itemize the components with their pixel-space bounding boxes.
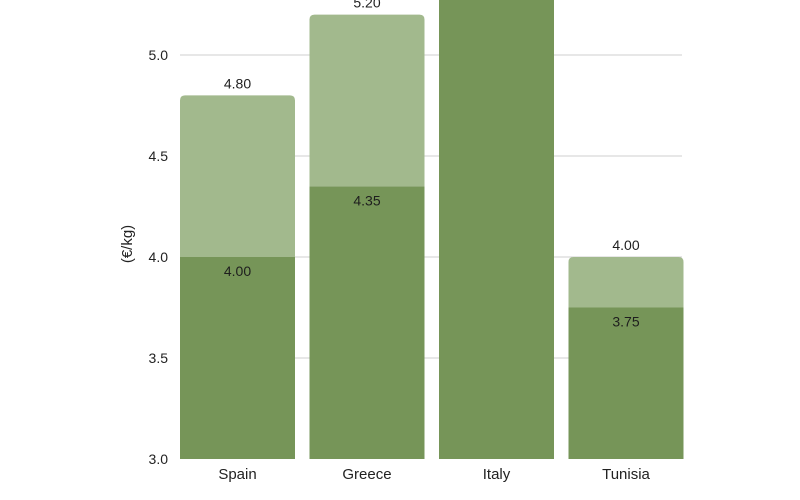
y-axis-title: (€/kg) — [119, 225, 136, 263]
y-tick-label: 3.5 — [149, 350, 169, 366]
y-tick-label: 5.0 — [149, 47, 169, 63]
bar-upper-greece — [309, 14, 425, 187]
x-tick-label: Greece — [342, 466, 391, 483]
value-label-low: 4.00 — [224, 263, 251, 279]
value-labels: 4.804.005.204.357.206.504.003.75 — [224, 0, 640, 330]
x-axis: Spain Greece Italy Tunisia — [218, 466, 650, 483]
x-tick-label: Tunisia — [602, 466, 650, 483]
bar-lower-spain — [180, 257, 295, 459]
bar-lower-tunisia — [568, 307, 684, 459]
value-label-low: 3.75 — [612, 314, 639, 330]
bar-upper-tunisia — [568, 257, 684, 308]
bar-upper-spain — [180, 95, 295, 258]
y-tick-label: 4.0 — [149, 249, 169, 265]
value-label-low: 4.35 — [353, 192, 380, 208]
x-tick-label: Italy — [483, 466, 511, 483]
x-tick-label: Spain — [218, 466, 256, 483]
y-tick-label: 4.5 — [149, 148, 169, 164]
y-tick-label: 3.0 — [149, 451, 169, 467]
value-label-high: 4.00 — [612, 237, 639, 253]
y-axis: 3.03.54.04.55.05.56.06.57.0 — [149, 47, 169, 467]
value-label-high: 5.20 — [353, 0, 380, 11]
bars — [180, 0, 684, 460]
bar-lower-italy — [439, 0, 554, 459]
value-label-high: 4.80 — [224, 75, 251, 91]
bar-lower-greece — [309, 186, 425, 460]
